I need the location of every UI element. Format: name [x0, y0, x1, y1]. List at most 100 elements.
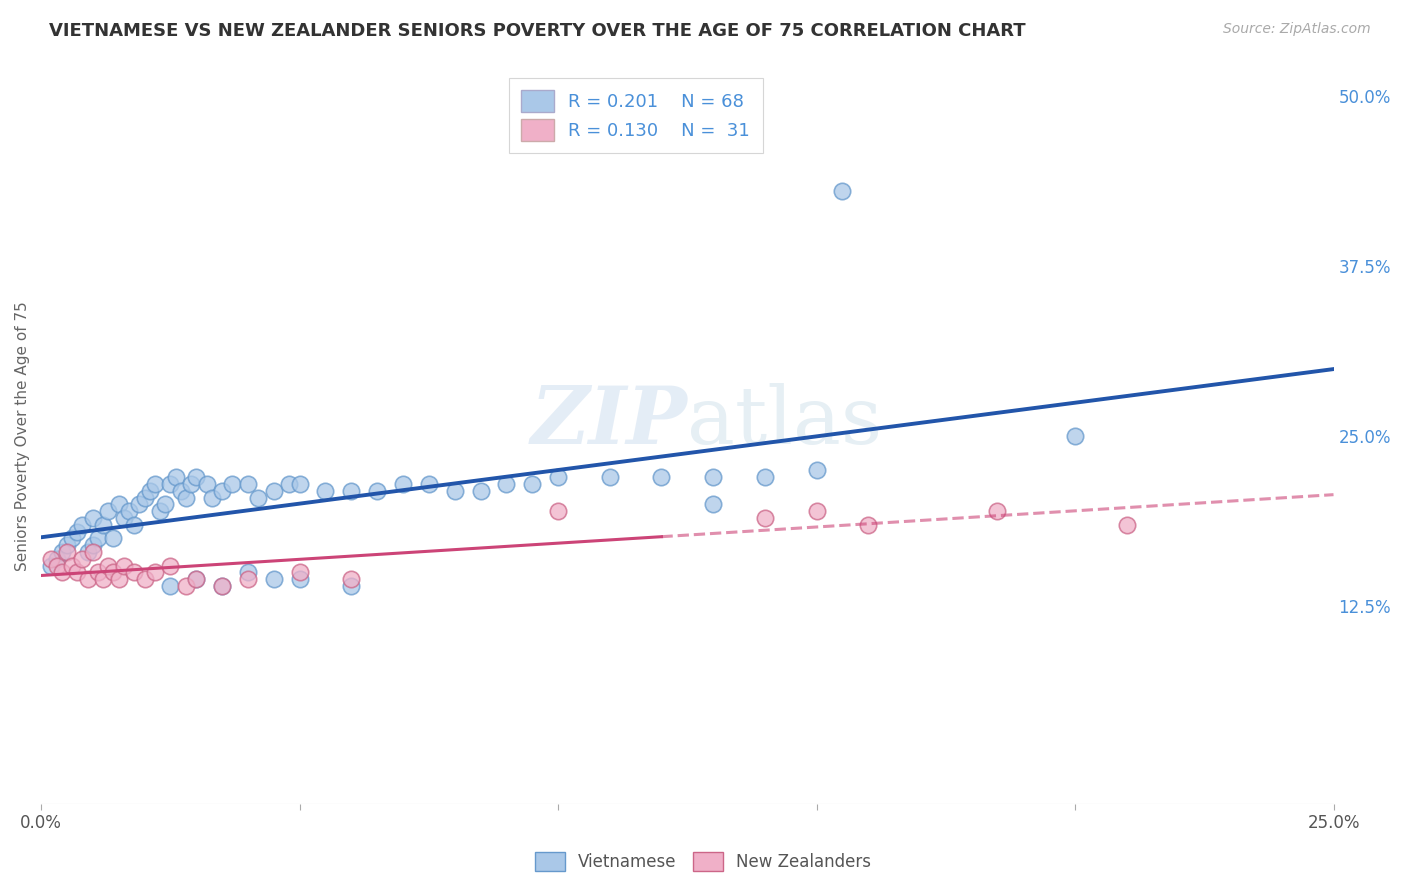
Point: [314, 483, 336, 498]
Point: [195, 477, 218, 491]
Point: [288, 477, 311, 491]
Point: [87, 566, 110, 580]
Point: [236, 566, 259, 580]
Point: [263, 572, 285, 586]
Text: ZIP: ZIP: [530, 383, 688, 460]
Point: [174, 579, 197, 593]
Point: [165, 470, 187, 484]
Point: [418, 477, 440, 491]
Point: [72, 517, 94, 532]
Point: [495, 477, 517, 491]
Point: [340, 483, 363, 498]
Point: [247, 491, 270, 505]
Point: [754, 470, 776, 484]
Point: [159, 579, 181, 593]
Point: [831, 184, 853, 198]
Point: [60, 558, 83, 573]
Point: [340, 579, 363, 593]
Point: [159, 477, 181, 491]
Point: [278, 477, 301, 491]
Point: [45, 551, 67, 566]
Point: [72, 551, 94, 566]
Point: [76, 545, 98, 559]
Point: [134, 491, 156, 505]
Point: [56, 545, 79, 559]
Point: [702, 470, 724, 484]
Point: [986, 504, 1008, 518]
Point: [366, 483, 388, 498]
Point: [858, 517, 880, 532]
Point: [51, 545, 73, 559]
Point: [702, 497, 724, 511]
Point: [118, 504, 141, 518]
Point: [236, 477, 259, 491]
Point: [82, 545, 104, 559]
Point: [41, 551, 63, 566]
Point: [288, 566, 311, 580]
Point: [149, 504, 172, 518]
Point: [97, 504, 120, 518]
Point: [112, 558, 135, 573]
Legend: Vietnamese, New Zealanders: Vietnamese, New Zealanders: [526, 843, 880, 880]
Text: VIETNAMESE VS NEW ZEALANDER SENIORS POVERTY OVER THE AGE OF 75 CORRELATION CHART: VIETNAMESE VS NEW ZEALANDER SENIORS POVE…: [49, 22, 1026, 40]
Point: [56, 538, 79, 552]
Point: [263, 483, 285, 498]
Point: [186, 572, 208, 586]
Point: [186, 470, 208, 484]
Y-axis label: Seniors Poverty Over the Age of 75: Seniors Poverty Over the Age of 75: [15, 301, 30, 571]
Point: [143, 566, 166, 580]
Point: [91, 572, 114, 586]
Point: [60, 532, 83, 546]
Point: [547, 504, 569, 518]
Point: [443, 483, 465, 498]
Point: [340, 572, 363, 586]
Text: atlas: atlas: [688, 383, 883, 460]
Point: [122, 517, 145, 532]
Point: [128, 497, 150, 511]
Point: [180, 477, 202, 491]
Point: [107, 572, 129, 586]
Point: [66, 566, 89, 580]
Point: [392, 477, 415, 491]
Point: [806, 504, 828, 518]
Point: [599, 470, 621, 484]
Point: [97, 558, 120, 573]
Point: [547, 470, 569, 484]
Point: [754, 511, 776, 525]
Point: [186, 572, 208, 586]
Point: [1064, 429, 1087, 443]
Point: [170, 483, 193, 498]
Point: [87, 532, 110, 546]
Point: [806, 463, 828, 477]
Point: [66, 524, 89, 539]
Point: [221, 477, 243, 491]
Point: [1115, 517, 1137, 532]
Point: [138, 483, 160, 498]
Point: [211, 483, 233, 498]
Point: [288, 572, 311, 586]
Point: [153, 497, 176, 511]
Point: [143, 477, 166, 491]
Point: [211, 579, 233, 593]
Point: [211, 579, 233, 593]
Point: [82, 538, 104, 552]
Point: [201, 491, 224, 505]
Point: [103, 566, 125, 580]
Point: [134, 572, 156, 586]
Point: [522, 477, 544, 491]
Point: [470, 483, 492, 498]
Point: [236, 572, 259, 586]
Point: [122, 566, 145, 580]
Point: [174, 491, 197, 505]
Point: [103, 532, 125, 546]
Point: [41, 558, 63, 573]
Point: [51, 566, 73, 580]
Point: [112, 511, 135, 525]
Point: [91, 517, 114, 532]
Text: Source: ZipAtlas.com: Source: ZipAtlas.com: [1223, 22, 1371, 37]
Point: [45, 558, 67, 573]
Point: [76, 572, 98, 586]
Point: [82, 511, 104, 525]
Legend: R = 0.201    N = 68, R = 0.130    N =  31: R = 0.201 N = 68, R = 0.130 N = 31: [509, 78, 762, 153]
Point: [159, 558, 181, 573]
